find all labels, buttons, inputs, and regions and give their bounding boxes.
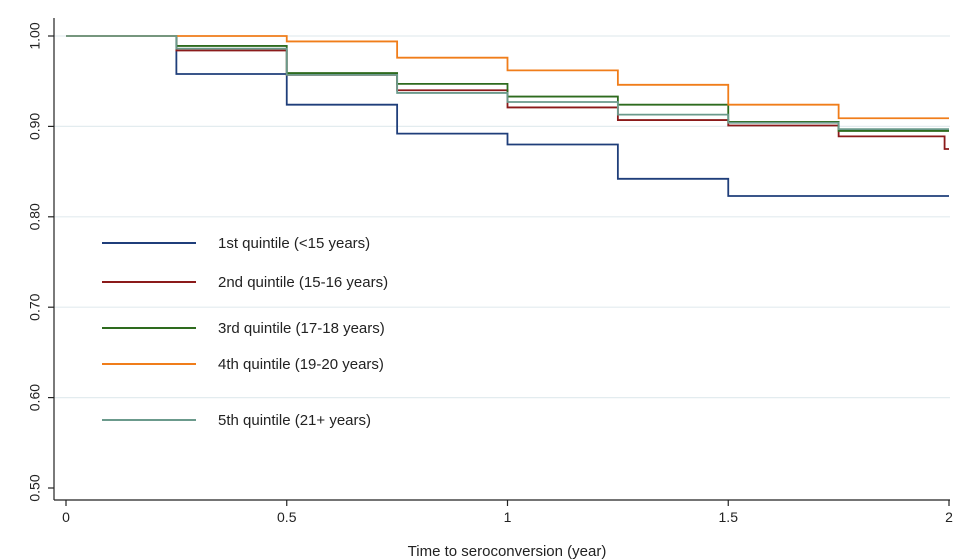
legend-label: 5th quintile (21+ years) (218, 412, 371, 429)
series-line-2 (66, 35, 949, 150)
series-lines (66, 35, 949, 197)
legend-item-1: 1st quintile (<15 years) (102, 235, 370, 252)
x-tick-label: 1 (504, 509, 512, 525)
legend-item-5: 5th quintile (21+ years) (102, 412, 371, 429)
x-tick-label: 2 (945, 509, 953, 525)
y-tick-label: 0.90 (27, 113, 43, 140)
legend: 1st quintile (<15 years) 2nd quintile (15… (102, 235, 388, 429)
y-tick-label: 0.50 (27, 474, 43, 501)
x-tick-label: 1.5 (719, 509, 739, 525)
legend-label: 3rd quintile (17-18 years) (218, 320, 385, 337)
legend-item-2: 2nd quintile (15-16 years) (102, 274, 388, 291)
legend-label: 4th quintile (19-20 years) (218, 356, 384, 373)
y-tick-label: 0.60 (27, 384, 43, 411)
axes (53, 18, 950, 501)
series-line-1 (66, 35, 949, 197)
x-tick-label: 0 (62, 509, 70, 525)
legend-item-3: 3rd quintile (17-18 years) (102, 320, 385, 337)
y-tick-label: 0.80 (27, 203, 43, 230)
series-line-5 (66, 35, 949, 131)
y-tick-label: 0.70 (27, 293, 43, 320)
x-tick-label: 0.5 (277, 509, 297, 525)
axis-ticks: 0.50 0.60 0.70 0.80 0.90 1.00 0 0.5 1 1.5 2 (27, 22, 953, 525)
x-axis-title: Time to seroconversion (year) (408, 543, 607, 560)
series-line-3 (66, 35, 949, 132)
y-tick-label: 1.00 (27, 22, 43, 49)
legend-label: 2nd quintile (15-16 years) (218, 274, 388, 291)
legend-label: 1st quintile (<15 years) (218, 235, 370, 252)
series-line-4 (66, 35, 949, 120)
legend-item-4: 4th quintile (19-20 years) (102, 356, 384, 373)
